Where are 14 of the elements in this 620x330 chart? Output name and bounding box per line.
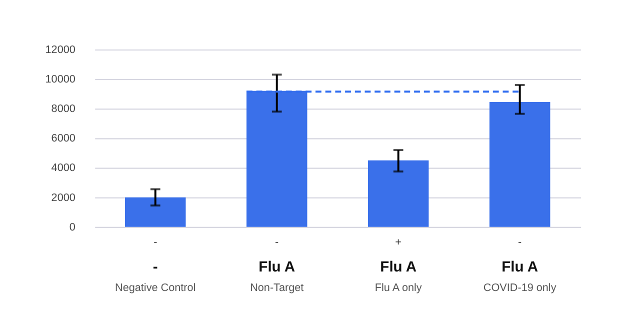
y-tick-label: 8000	[51, 103, 76, 116]
y-tick-label: 6000	[51, 132, 76, 145]
bar	[489, 102, 550, 227]
category-label: - Flu A COVID-19 only	[483, 236, 556, 294]
category-label: - - Negative Control	[115, 236, 196, 294]
y-tick-label: 2000	[51, 192, 76, 204]
category-label: - Flu A Non-Target	[250, 236, 304, 294]
bar	[125, 197, 186, 227]
category-label: + Flu A Flu A only	[374, 236, 422, 294]
y-tick-label: 12000	[45, 44, 76, 56]
bar	[368, 160, 429, 227]
y-tick-label: 4000	[51, 162, 76, 174]
y-tick-label: 10000	[45, 74, 76, 86]
y-tick-label: 0	[69, 221, 76, 234]
